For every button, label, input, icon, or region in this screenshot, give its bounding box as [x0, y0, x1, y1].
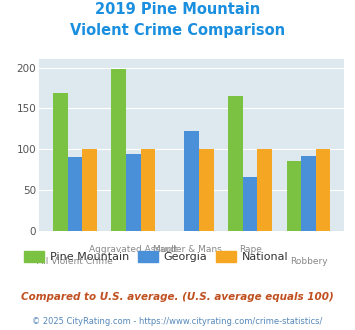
Bar [286, 161, 301, 231]
Text: Violent Crime Comparison: Violent Crime Comparison [70, 23, 285, 38]
Text: Robbery: Robbery [290, 257, 327, 266]
Bar [126, 154, 141, 231]
Bar [53, 93, 67, 231]
Text: © 2025 CityRating.com - https://www.cityrating.com/crime-statistics/: © 2025 CityRating.com - https://www.city… [32, 317, 323, 326]
Bar [199, 149, 214, 231]
Bar [257, 149, 272, 231]
Text: Rape: Rape [239, 245, 262, 254]
Bar [67, 157, 82, 231]
Bar [228, 96, 243, 231]
Bar [141, 149, 155, 231]
Text: Murder & Mans...: Murder & Mans... [153, 245, 230, 254]
Bar [243, 177, 257, 231]
Bar [316, 149, 331, 231]
Bar [301, 156, 316, 231]
Text: Aggravated Assault: Aggravated Assault [89, 245, 178, 254]
Text: 2019 Pine Mountain: 2019 Pine Mountain [95, 2, 260, 16]
Text: All Violent Crime: All Violent Crime [37, 257, 113, 266]
Bar [111, 69, 126, 231]
Bar [82, 149, 97, 231]
Bar [184, 131, 199, 231]
Legend: Pine Mountain, Georgia, National: Pine Mountain, Georgia, National [20, 247, 293, 267]
Text: Compared to U.S. average. (U.S. average equals 100): Compared to U.S. average. (U.S. average … [21, 292, 334, 302]
